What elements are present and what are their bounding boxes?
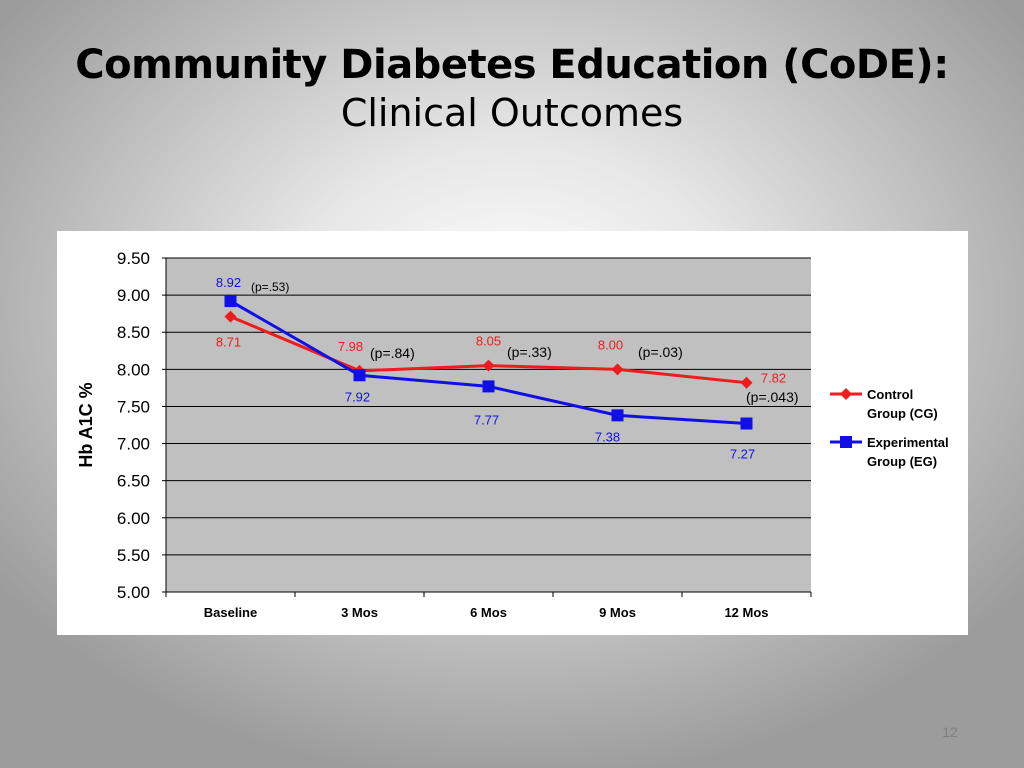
data-point-experimental [353, 369, 366, 382]
data-label-experimental: 7.38 [595, 429, 620, 444]
slide-subtitle: Clinical Outcomes [340, 91, 684, 136]
p-value-annotation: (p=.84) [370, 345, 415, 361]
legend: Control Group (CG) Experimental Group (EG) [830, 387, 949, 469]
data-point-control [611, 363, 624, 376]
legend-label: Control [867, 387, 913, 402]
data-label-experimental: 7.92 [345, 389, 370, 404]
legend-label: Group (EG) [867, 454, 937, 469]
x-category-label: Baseline [204, 605, 257, 620]
x-category-label: 9 Mos [599, 605, 636, 620]
data-label-experimental: 7.27 [730, 447, 755, 462]
series [224, 295, 753, 430]
slide-title: Community Diabetes Education (CoDE): [75, 42, 949, 88]
data-point-experimental [740, 417, 753, 430]
legend-label: Experimental [867, 435, 949, 450]
y-tick-label: 9.50 [117, 249, 150, 268]
data-labels: 8.71 7.98 8.05 8.00 7.82 8.92 7.92 7.77 7.38 7.27… [216, 275, 799, 461]
data-label-experimental: 7.77 [474, 412, 499, 427]
data-point-control [740, 376, 753, 389]
p-value-annotation: (p=.33) [507, 344, 552, 360]
y-tick-label: 8.00 [117, 360, 150, 379]
p-value-annotation: (p=.043) [746, 389, 799, 405]
data-label-control: 7.82 [761, 371, 786, 386]
y-tick-label: 7.50 [117, 397, 150, 416]
slide-number: 12 [942, 724, 958, 740]
y-tick-label: 5.00 [117, 583, 150, 602]
x-category-label: 12 Mos [724, 605, 768, 620]
axes: 9.50 9.00 8.50 8.00 7.50 7.00 6.50 6.00 5.50 5.00… [76, 249, 812, 620]
y-tick-label: 5.50 [117, 546, 150, 565]
legend-marker-square [840, 436, 852, 448]
data-label-control: 8.00 [598, 337, 623, 352]
legend-marker-diamond [840, 388, 852, 400]
x-category-label: 6 Mos [470, 605, 507, 620]
data-label-control: 8.71 [216, 335, 241, 350]
p-value-annotation: (p=.53) [251, 280, 289, 294]
data-point-control [224, 310, 237, 323]
y-tick-label: 6.50 [117, 472, 150, 491]
y-tick-label: 7.00 [117, 435, 150, 454]
y-tick-label: 8.50 [117, 323, 150, 342]
data-point-control [482, 359, 495, 372]
data-point-experimental [611, 409, 624, 422]
slide-title-block: Community Diabetes Education (CoDE): Cli… [0, 40, 1024, 138]
data-point-experimental [224, 295, 237, 308]
data-label-experimental: 8.92 [216, 275, 241, 290]
legend-label: Group (CG) [867, 406, 938, 421]
x-category-label: 3 Mos [341, 605, 378, 620]
y-axis-title: Hb A1C % [76, 382, 96, 467]
p-value-annotation: (p=.03) [638, 344, 683, 360]
plot-area [166, 258, 811, 592]
y-tick-label: 6.00 [117, 509, 150, 528]
data-point-experimental [482, 380, 495, 393]
data-label-control: 7.98 [338, 339, 363, 354]
y-tick-label: 9.00 [117, 286, 150, 305]
data-label-control: 8.05 [476, 334, 501, 349]
